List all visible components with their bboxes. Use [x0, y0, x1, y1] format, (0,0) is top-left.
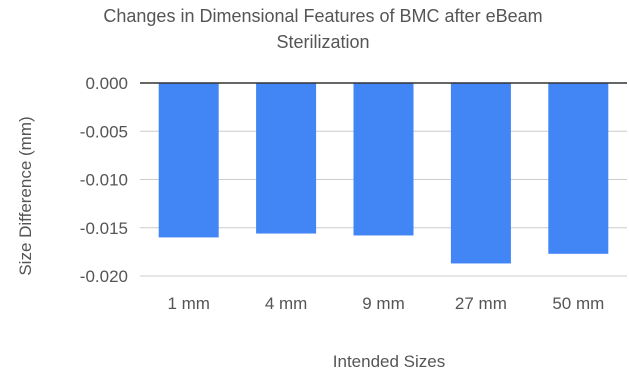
y-tick-label: -0.020 [80, 267, 128, 286]
y-tick-label: 0.000 [85, 74, 128, 93]
x-axis-title: Intended Sizes [333, 352, 445, 371]
y-tick-label: -0.015 [80, 219, 128, 238]
bar [353, 83, 414, 236]
y-axis-title: Size Difference (mm) [16, 116, 35, 275]
y-axis-tick-labels: 0.000 -0.005 -0.010 -0.015 -0.020 [80, 74, 128, 286]
bar [450, 83, 511, 264]
x-tick-label: 50 mm [552, 294, 604, 313]
x-tick-label: 27 mm [455, 294, 507, 313]
x-tick-label: 4 mm [265, 294, 308, 313]
x-tick-label: 9 mm [362, 294, 405, 313]
chart-title-line: Sterilization [276, 32, 369, 52]
chart-title: Changes in Dimensional Features of BMC a… [103, 6, 542, 52]
x-tick-label: 1 mm [167, 294, 210, 313]
x-axis-tick-labels: 1 mm 4 mm 9 mm 27 mm 50 mm [167, 294, 604, 313]
y-tick-label: -0.010 [80, 171, 128, 190]
bar [158, 83, 219, 238]
bar [256, 83, 317, 234]
bar [548, 83, 609, 254]
y-tick-label: -0.005 [80, 122, 128, 141]
bars [158, 83, 609, 264]
chart-title-line: Changes in Dimensional Features of BMC a… [103, 6, 542, 26]
